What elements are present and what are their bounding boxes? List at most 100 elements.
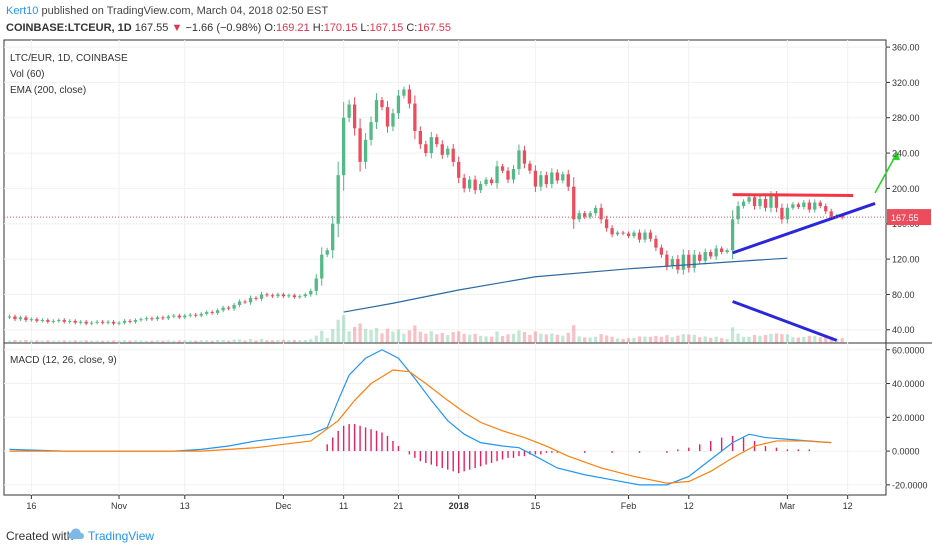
- candle-body: [73, 320, 77, 323]
- volume-bar: [314, 335, 318, 343]
- candle-body: [500, 166, 505, 171]
- volume-bar: [24, 339, 28, 343]
- volume-bar: [604, 335, 609, 343]
- candle-body: [796, 204, 800, 207]
- volume-bar: [763, 334, 768, 343]
- legend-symbol: LTC/EUR, 1D, COINBASE: [10, 53, 128, 64]
- resistance-line: [732, 193, 854, 197]
- candle-body: [150, 318, 154, 320]
- candle-body: [583, 213, 587, 217]
- time-tick-label: Dec: [275, 501, 292, 511]
- candle-body: [517, 150, 521, 169]
- candle-body: [232, 305, 236, 309]
- legend-volume: Vol (60): [10, 69, 44, 80]
- volume-bar: [796, 337, 800, 343]
- tradingview-link[interactable]: TradingView: [88, 529, 155, 543]
- price-tick-label: 320.00: [892, 78, 920, 88]
- volume-bar: [117, 340, 121, 343]
- volume-bar: [632, 337, 636, 343]
- volume-bar: [468, 334, 472, 343]
- ema-line: [343, 257, 788, 313]
- volume-bar: [484, 336, 488, 343]
- volume-bar: [221, 339, 225, 343]
- volume-bar: [621, 338, 625, 343]
- candle-body: [68, 320, 72, 322]
- macd-tick-label: 40.0000: [892, 379, 925, 389]
- candle-body: [626, 233, 631, 237]
- volume-bar: [807, 335, 811, 343]
- time-tick-label: 16: [26, 501, 36, 511]
- volume-bar: [402, 333, 406, 343]
- candle-body: [205, 312, 209, 314]
- volume-bar: [276, 339, 280, 343]
- candle-body: [221, 307, 225, 311]
- volume-bar: [281, 339, 286, 343]
- last-price-marker: 167.55: [4, 209, 931, 226]
- volume-bar: [254, 340, 258, 343]
- volume-bar: [517, 330, 521, 343]
- candle-body: [347, 104, 351, 118]
- candle-body: [446, 148, 450, 155]
- volume-bars: [7, 315, 844, 343]
- volume-bar: [457, 331, 461, 343]
- publisher-link[interactable]: Kert10: [6, 5, 39, 17]
- volume-bar: [533, 331, 538, 343]
- last-price-label: 167.55: [891, 213, 919, 223]
- volume-bar: [248, 339, 253, 343]
- price-tick-label: 80.00: [892, 290, 915, 300]
- candle-body: [363, 139, 368, 162]
- candle-body: [144, 318, 149, 320]
- volume-bar: [155, 340, 160, 343]
- volume-bar: [577, 336, 581, 343]
- volume-bar: [320, 330, 324, 343]
- volume-bar: [133, 340, 138, 343]
- candle-body: [133, 320, 138, 322]
- candle-body: [172, 315, 176, 317]
- open-label: O:: [264, 22, 276, 34]
- volume-bar: [550, 333, 554, 343]
- volume-bar: [681, 334, 685, 343]
- macd-series: [9, 349, 832, 486]
- candle-body: [18, 317, 23, 320]
- candle-body: [802, 202, 806, 207]
- volume-bar: [391, 331, 395, 343]
- candle-body: [791, 204, 795, 208]
- volume-bar: [51, 340, 55, 343]
- candle-body: [539, 175, 543, 187]
- volume-bar: [418, 331, 422, 343]
- candle-body: [752, 197, 757, 207]
- ema-series: [343, 257, 788, 313]
- price-tick-label: 360.00: [892, 43, 920, 53]
- close-value: 167.55: [417, 22, 451, 34]
- volume-bar: [336, 319, 340, 343]
- macd-tick-label: 20.0000: [892, 413, 925, 423]
- candle-body: [714, 248, 718, 257]
- candle-body: [418, 130, 422, 145]
- price-tick-label: 200.00: [892, 184, 920, 194]
- volume-bar: [331, 329, 335, 343]
- candle-body: [128, 320, 132, 322]
- volume-bar: [659, 336, 664, 343]
- high-value: 170.15: [323, 22, 358, 34]
- chart-svg[interactable]: 360.00320.00280.00240.00200.00160.00120.…: [0, 0, 932, 518]
- chart-header: Kert10 published on TradingView.com, Mar…: [0, 0, 932, 40]
- volume-bar: [216, 339, 220, 343]
- candle-body: [785, 207, 790, 220]
- volume-bar: [813, 335, 817, 343]
- volume-bar: [188, 340, 192, 343]
- candle-body: [818, 202, 822, 207]
- volume-bar: [473, 333, 477, 343]
- change-value: −1.66 (−0.98%): [185, 22, 262, 34]
- volume-bar: [495, 331, 499, 343]
- volume-bar: [785, 334, 790, 343]
- candle-body: [829, 211, 833, 217]
- volume-bar: [676, 335, 680, 343]
- candle-body: [676, 259, 680, 270]
- volume-bar: [342, 315, 346, 343]
- macd-axis: 60.0000 40.0000 20.0000 0.0000 -20.0000: [886, 345, 928, 490]
- volume-bar: [544, 334, 548, 343]
- volume-trend-line: [732, 300, 838, 342]
- volume-bar: [303, 339, 307, 343]
- candle-body: [522, 150, 527, 164]
- candle-body: [506, 170, 510, 180]
